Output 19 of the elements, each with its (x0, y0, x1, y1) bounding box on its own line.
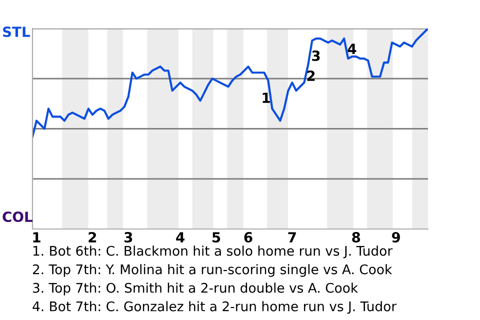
x-tick-label: 5 (212, 232, 220, 243)
annotation: 2 (307, 70, 315, 81)
x-tick-label: 7 (288, 232, 296, 242)
x-tick-label: 9 (392, 232, 400, 243)
x-tick-label: 1 (33, 232, 40, 242)
x-tick-label: 3 (124, 232, 132, 243)
text: 2. Top 7th: Y. Molina hit a run-scoring single vs A. Cook (32, 264, 392, 277)
text: 3. Top 7th: O. Smith hit a 2-run double vs A. Cook (33, 282, 358, 296)
text: STL (2, 26, 30, 38)
x-tick-label: 2 (88, 232, 96, 242)
x-tick-label: 4 (176, 232, 185, 242)
annotation: 4 (348, 44, 356, 54)
x-tick-label: 8 (352, 232, 360, 243)
annotation: 1 (262, 92, 270, 103)
x-tick-label: 6 (244, 232, 252, 243)
annotation: 3 (312, 50, 320, 62)
text: 4. Bot 7th: C. Gonzalez hit a 2-run home run vs J. Tudor (32, 301, 397, 314)
text: COL (2, 212, 32, 222)
text: 1. Bot 6th: C. Blackmon hit a solo home run vs J. Tudor (33, 246, 393, 258)
